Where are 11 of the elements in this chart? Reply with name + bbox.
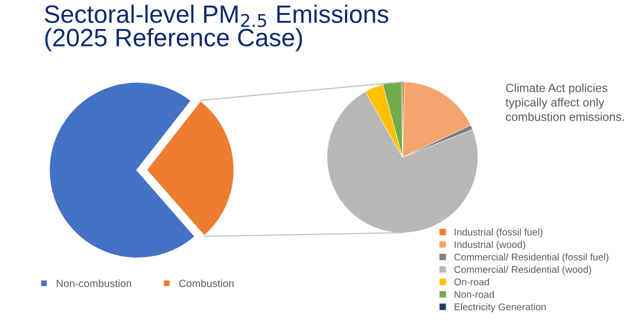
text: Climate Act policies typically affect only combustion emissions. (506, 83, 624, 121)
legend-label: Electricity Generation (454, 303, 546, 312)
legend-label: On-road (454, 278, 489, 286)
legend-label: Commercial/ Residential (wood) (454, 266, 592, 275)
legend-label: Non-combustion (56, 279, 132, 288)
legend-label: Commercial/ Residential (fossil fuel) (454, 253, 608, 262)
legend-label: Combustion (179, 279, 234, 288)
chart-title: Sectoral-level PM$_{2.5}$ Emissions (2025 Reference Case) (44, 4, 388, 52)
legend-label: Industrial (fossil fuel) (454, 228, 542, 238)
legend-label: Non-road (454, 290, 494, 298)
legend-label: Industrial (wood) (454, 240, 526, 250)
